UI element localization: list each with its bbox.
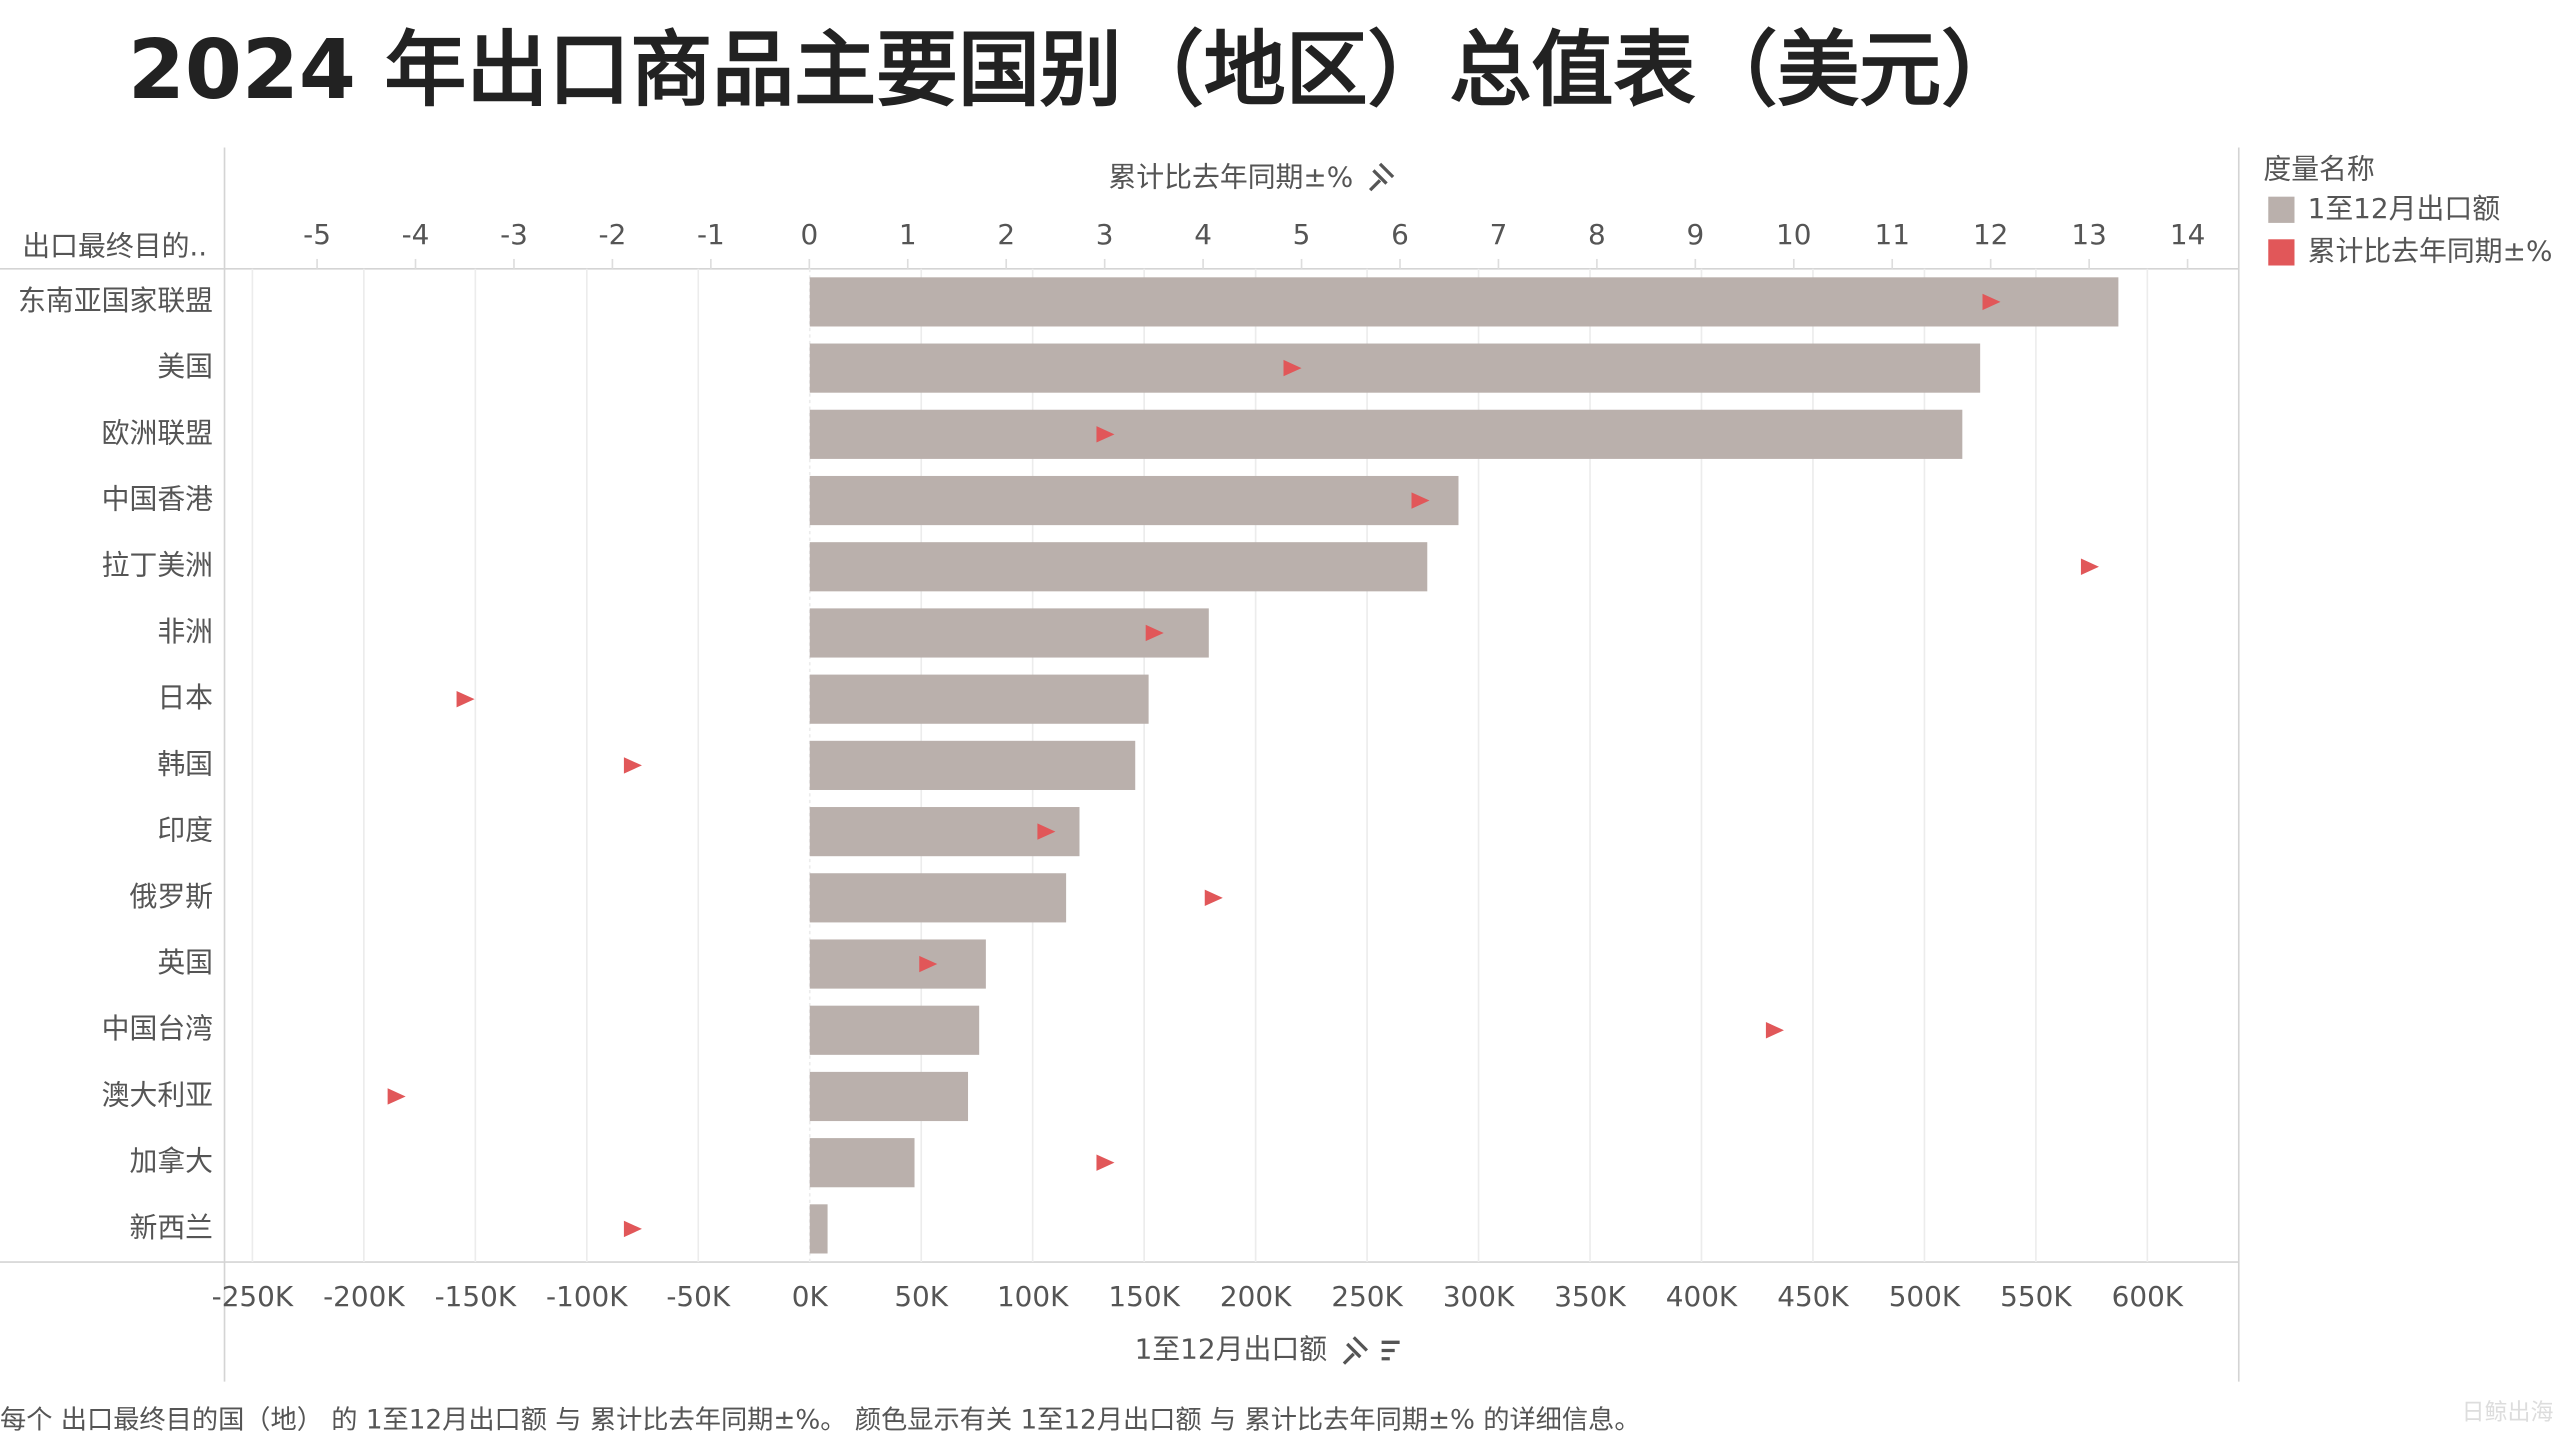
y-tick-label: 日本 xyxy=(157,681,213,714)
x-tick-label: -200K xyxy=(323,1280,405,1313)
y-tick-label: 中国台湾 xyxy=(102,1012,213,1045)
marker xyxy=(1283,359,1302,377)
x-tick-label: -50K xyxy=(666,1280,731,1313)
x-tick-label: 350K xyxy=(1554,1280,1626,1313)
y-tick-label: 新西兰 xyxy=(129,1211,213,1244)
x-tick-label: 200K xyxy=(1220,1280,1292,1313)
y-tick-label: 欧洲联盟 xyxy=(102,416,213,449)
bar xyxy=(809,674,1149,724)
x2-tick-label: 2 xyxy=(997,218,1015,251)
x2-tick-label: -4 xyxy=(402,218,430,251)
x2-tick-label: -5 xyxy=(303,218,331,251)
marker xyxy=(387,1088,406,1105)
legend-label: 累计比去年同期±% xyxy=(2308,234,2553,267)
bar xyxy=(809,1005,980,1055)
x-tick-label: 150K xyxy=(1108,1280,1180,1313)
bar xyxy=(809,1071,969,1122)
y-tick-label: 韩国 xyxy=(157,747,213,780)
marker xyxy=(456,690,475,708)
y-tick-label: 印度 xyxy=(157,814,213,847)
bar xyxy=(809,475,1459,526)
marker xyxy=(1204,889,1223,907)
legend-label: 1至12月出口额 xyxy=(2308,192,2501,225)
x-tick-label: 450K xyxy=(1777,1280,1849,1313)
y-tick-label: 东南亚国家联盟 xyxy=(18,284,213,317)
y-tick-label: 中国香港 xyxy=(102,483,214,516)
legend-swatch xyxy=(2268,196,2295,223)
x-tick-label: -250K xyxy=(212,1280,294,1313)
x-tick-label: 550K xyxy=(2000,1280,2072,1313)
x-axis-title: 1至12月出口额 xyxy=(1135,1333,1328,1366)
pin-icon xyxy=(1368,162,1395,192)
axis-icons xyxy=(1342,1336,1400,1365)
bar xyxy=(809,939,986,989)
x2-tick-label: -3 xyxy=(500,218,528,251)
bar xyxy=(809,608,1209,658)
x2-tick-label: 11 xyxy=(1875,218,1910,251)
bar xyxy=(809,277,2119,327)
marker xyxy=(2080,558,2099,575)
x2-tick-label: 13 xyxy=(2071,218,2106,251)
x-tick-label: 300K xyxy=(1443,1280,1515,1313)
bar xyxy=(809,740,1136,790)
x-tick-label: 250K xyxy=(1331,1280,1403,1313)
marker xyxy=(1765,1022,1784,1039)
marker xyxy=(623,757,642,774)
marker xyxy=(919,955,938,973)
x-tick-label: 50K xyxy=(894,1280,948,1313)
marker xyxy=(1096,1154,1115,1171)
y-tick-label: 澳大利亚 xyxy=(102,1078,213,1111)
marker xyxy=(1096,426,1115,443)
bar xyxy=(809,873,1067,923)
legend-swatch xyxy=(2268,239,2295,266)
x2-tick-label: 9 xyxy=(1686,218,1704,251)
x-tick-label: 600K xyxy=(2112,1280,2184,1313)
y-tick-label: 非洲 xyxy=(157,615,213,648)
x2-tick-label: 6 xyxy=(1391,218,1409,251)
bar xyxy=(809,343,1981,393)
marker xyxy=(1982,293,2001,311)
y-tick-label: 俄罗斯 xyxy=(129,880,213,913)
x-tick-label: 400K xyxy=(1666,1280,1738,1313)
x-tick-label: 0K xyxy=(792,1280,829,1313)
x2-tick-label: 8 xyxy=(1588,218,1606,251)
marker xyxy=(1411,492,1430,509)
bar xyxy=(809,542,1428,592)
caption: 每个 出口最终目的国（地） 的 1至12月出口额 与 累计比去年同期±%。 颜色… xyxy=(0,1405,1641,1435)
x2-tick-label: 1 xyxy=(899,218,917,251)
marker xyxy=(1145,624,1164,642)
row-header: 出口最终目的.. xyxy=(22,229,207,262)
chart-title: 2024 年出口商品主要国别（地区）总值表（美元） xyxy=(128,23,2023,118)
legend-title: 度量名称 xyxy=(2263,152,2374,185)
bar xyxy=(809,807,1080,857)
x2-tick-label: 4 xyxy=(1194,218,1212,251)
x-tick-label: 100K xyxy=(997,1280,1069,1313)
y-tick-label: 拉丁美洲 xyxy=(102,549,213,582)
bar xyxy=(809,1204,828,1254)
x2-tick-label: -1 xyxy=(697,218,725,251)
x2-tick-label: 12 xyxy=(1973,218,2008,251)
bar xyxy=(809,409,1963,459)
x-tick-label: 500K xyxy=(1889,1280,1961,1313)
marker xyxy=(623,1220,642,1238)
y-tick-label: 英国 xyxy=(157,946,213,979)
y-tick-label: 美国 xyxy=(157,350,213,383)
x2-tick-label: 0 xyxy=(800,218,818,251)
x2-tick-label: 3 xyxy=(1096,218,1114,251)
x-tick-label: -100K xyxy=(546,1280,628,1313)
x2-tick-label: 5 xyxy=(1293,218,1311,251)
marker xyxy=(1037,823,1056,840)
x2-tick-label: -2 xyxy=(599,218,627,251)
x2-tick-label: 10 xyxy=(1776,218,1811,251)
bar xyxy=(809,1138,915,1188)
watermark: 日鲸出海 xyxy=(2462,1399,2554,1425)
y-tick-label: 加拿大 xyxy=(129,1145,213,1178)
x2-tick-label: 7 xyxy=(1490,218,1508,251)
x2-axis-title: 累计比去年同期±% xyxy=(1108,161,1353,194)
x-tick-label: -150K xyxy=(435,1280,517,1313)
x2-tick-label: 14 xyxy=(2170,218,2205,251)
